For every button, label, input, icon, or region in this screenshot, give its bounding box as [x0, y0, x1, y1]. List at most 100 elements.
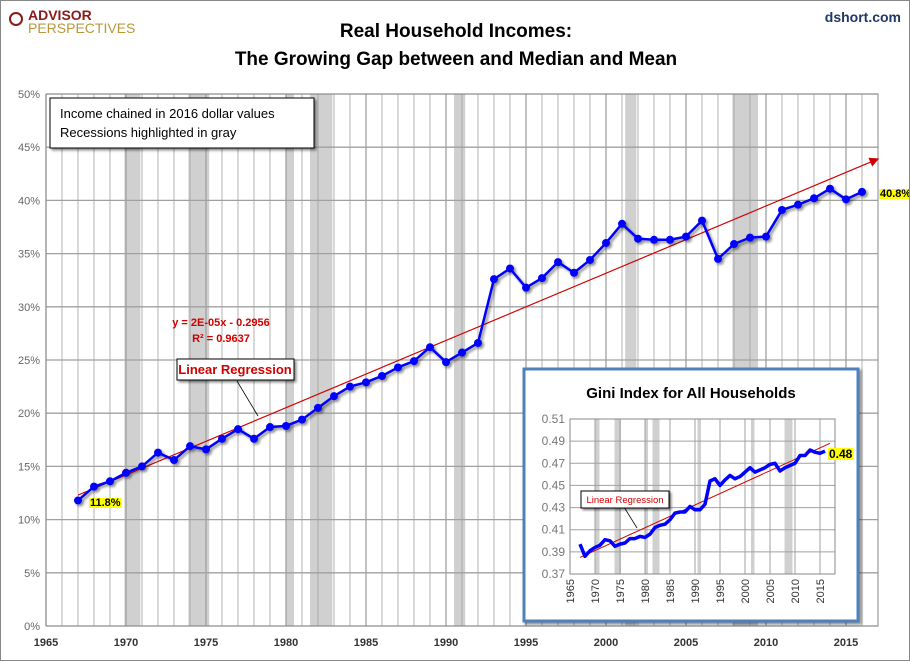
- inset-callout-box: [580, 490, 670, 509]
- data-point: [858, 187, 866, 196]
- data-point: [122, 468, 130, 477]
- inset-frame: [522, 367, 860, 623]
- notes-box: [49, 97, 315, 149]
- chart-title: Real Household Incomes: The Growing Gap …: [1, 18, 909, 74]
- data-point: [442, 358, 450, 367]
- first-value-label-highlight: [89, 498, 122, 508]
- x-tick-label: 1970: [114, 637, 138, 649]
- data-point: [266, 423, 274, 432]
- logo-top: ADVISOR: [28, 7, 92, 23]
- title-line-2: The Growing Gap between and Median and M…: [234, 49, 678, 70]
- x-tick-label: 1995: [514, 637, 538, 649]
- data-point: [522, 283, 530, 292]
- data-point: [234, 425, 242, 434]
- last-value-label-text: 40.8%: [880, 188, 910, 200]
- x-tick-label: 1980: [274, 637, 298, 649]
- y-tick-label: 35%: [18, 249, 40, 261]
- note-text: Income chained in 2016 dollar values: [60, 106, 275, 121]
- y-tick-label: 40%: [18, 195, 40, 207]
- inset-last-value-label: 0.48: [828, 447, 854, 461]
- data-point: [330, 392, 338, 401]
- data-point: [730, 240, 738, 249]
- y-tick-label: 15%: [18, 461, 40, 473]
- data-point: [346, 382, 354, 391]
- data-point: [650, 235, 658, 244]
- inset-x-tick-label: 1970: [590, 579, 602, 603]
- data-point: [778, 205, 786, 214]
- x-tick-label: 1965: [34, 637, 58, 649]
- y-tick-label: 10%: [18, 515, 40, 527]
- y-tick-label: 50%: [18, 89, 40, 101]
- x-tick-label: 1985: [354, 637, 378, 649]
- y-tick-label: 45%: [18, 142, 40, 154]
- trend-r2: R² = 0.9637: [192, 333, 250, 345]
- inset-y-tick-label: 0.39: [542, 545, 566, 559]
- inset-y-tick-label: 0.41: [542, 523, 566, 537]
- last-value-label: 40.8%: [879, 188, 910, 200]
- inset-y-tick-label: 0.37: [542, 567, 566, 581]
- data-point: [506, 264, 514, 273]
- data-point: [634, 234, 642, 243]
- data-point: [314, 403, 322, 412]
- x-tick-label: 2010: [754, 637, 778, 649]
- inset-x-tick-label: 1990: [690, 579, 702, 603]
- trend-label: Linear Regression: [178, 362, 291, 377]
- data-point: [282, 421, 290, 430]
- note-text: Recessions highlighted in gray: [60, 125, 237, 140]
- source-label: dshort.com: [824, 9, 901, 25]
- y-tick-label: 20%: [18, 408, 40, 420]
- data-point: [458, 348, 466, 357]
- series-group: [74, 184, 866, 505]
- inset-recession-band: [751, 419, 755, 574]
- inset-x-tick-label: 2005: [765, 579, 777, 603]
- inset-y-tick-label: 0.49: [542, 434, 566, 448]
- data-point: [106, 477, 114, 486]
- plot-frame: [45, 93, 879, 627]
- data-point: [490, 275, 498, 284]
- data-point: [698, 216, 706, 225]
- data-point: [842, 195, 850, 204]
- inset-series-line: [578, 448, 826, 559]
- inset-recession-band: [697, 419, 701, 574]
- inset-trend-label: Linear Regression: [586, 495, 663, 506]
- inset-y-tick-label: 0.43: [542, 501, 566, 515]
- data-point: [378, 371, 386, 380]
- inset-x-tick-label: 2010: [790, 579, 802, 603]
- inset-x-tick-label: 2000: [740, 579, 752, 603]
- data-point: [186, 442, 194, 451]
- data-point: [746, 233, 754, 242]
- data-point: [170, 456, 178, 465]
- data-point: [154, 448, 162, 457]
- first-value-label-text: 11.8%: [90, 497, 121, 509]
- data-point: [538, 274, 546, 283]
- data-point: [570, 268, 578, 277]
- data-point: [202, 445, 210, 454]
- data-point: [714, 254, 722, 263]
- y-tick-label: 30%: [18, 302, 40, 314]
- trend-equation: y = 2E-05x - 0.2956: [172, 317, 270, 329]
- data-point: [394, 363, 402, 372]
- inset-last-value-label-text: 0.48: [829, 447, 853, 461]
- inset-x-tick-label: 1965: [565, 579, 577, 603]
- data-point: [138, 462, 146, 471]
- inset-x-tick-label: 1985: [665, 579, 677, 603]
- data-point: [794, 200, 802, 209]
- x-tick-label: 2015: [834, 637, 858, 649]
- x-tick-label: 2000: [594, 637, 618, 649]
- inset-plot-frame: [569, 418, 836, 575]
- data-point: [426, 343, 434, 352]
- inset-y-tick-label: 0.45: [542, 478, 566, 492]
- data-point: [74, 496, 82, 505]
- data-point: [618, 219, 626, 228]
- data-point: [554, 258, 562, 267]
- data-point: [602, 238, 610, 247]
- y-tick-label: 0%: [24, 621, 40, 633]
- data-point: [586, 255, 594, 264]
- logo: ADVISOR PERSPECTIVES: [9, 7, 135, 35]
- inset-y-tick-label: 0.51: [542, 412, 566, 426]
- inset-last-value-label-highlight: [828, 448, 854, 460]
- trendline: [77, 157, 880, 496]
- x-tick-label: 2005: [674, 637, 698, 649]
- first-value-label: 11.8%: [89, 497, 122, 509]
